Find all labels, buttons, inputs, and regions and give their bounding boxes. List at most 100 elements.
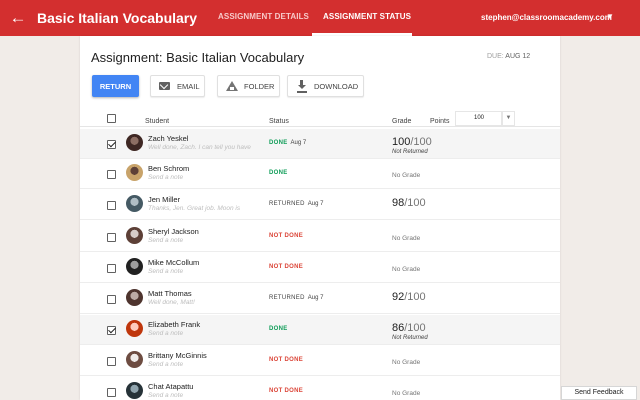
- table-row[interactable]: Elizabeth Frank Send a note DONE 86/100 Not …: [80, 315, 560, 345]
- grade-value[interactable]: No Grade: [392, 172, 421, 179]
- status-badge: DONE: [269, 170, 288, 176]
- status-badge: NOT DONE: [269, 233, 303, 239]
- status-text: NOT DONE: [269, 357, 304, 363]
- return-button[interactable]: RETURN: [92, 75, 139, 97]
- avatar: [126, 351, 143, 368]
- status-badge: DONE: [269, 326, 288, 332]
- email-button-label: EMAIL: [177, 81, 200, 91]
- student-note[interactable]: Send a note: [148, 174, 184, 181]
- avatar: [126, 258, 143, 275]
- table-row[interactable]: Mike McCollum Send a note NOT DONE No Grade: [80, 253, 560, 283]
- status-text: RETURNED: [269, 295, 305, 301]
- student-note[interactable]: Well done, Zach. I can tell you have: [148, 144, 251, 151]
- row-checkbox[interactable]: [107, 140, 116, 149]
- grade-value[interactable]: No Grade: [392, 390, 421, 397]
- student-note[interactable]: Well done, Matt!: [148, 299, 195, 306]
- status-date: Aug 7: [307, 201, 324, 207]
- download-icon: [295, 79, 309, 93]
- row-checkbox[interactable]: [107, 295, 116, 304]
- grade-score: 100: [392, 136, 411, 148]
- row-checkbox[interactable]: [107, 233, 116, 242]
- back-arrow-icon[interactable]: ←: [9, 8, 27, 27]
- table-row[interactable]: Zach Yeskel Well done, Zach. I can tell y…: [80, 129, 560, 159]
- grade-value[interactable]: No Grade: [392, 359, 421, 366]
- grade-value[interactable]: 92/100: [392, 291, 426, 303]
- tab-assignment-details[interactable]: ASSIGNMENT DETAILS: [218, 12, 309, 21]
- table-row[interactable]: Matt Thomas Well done, Matt! RETURNED Aug 7…: [80, 284, 560, 314]
- folder-button-label: FOLDER: [244, 81, 275, 91]
- grade-total: /100: [404, 197, 426, 209]
- email-button[interactable]: EMAIL: [150, 75, 205, 97]
- grade-value[interactable]: 86/100: [392, 322, 426, 334]
- avatar: [126, 164, 143, 181]
- column-header-status: Status: [269, 118, 289, 125]
- student-name[interactable]: Matt Thomas: [148, 289, 192, 298]
- student-name[interactable]: Sheryl Jackson: [148, 227, 199, 236]
- row-checkbox[interactable]: [107, 357, 116, 366]
- grade-score: 92: [392, 291, 405, 303]
- table-row[interactable]: Sheryl Jackson Send a note NOT DONE No Grad…: [80, 222, 560, 252]
- grade-value[interactable]: No Grade: [392, 235, 421, 242]
- grade-total: /100: [404, 322, 426, 334]
- student-name[interactable]: Ben Schrom: [148, 164, 190, 173]
- student-note[interactable]: Send a note: [148, 361, 184, 368]
- tab-assignment-status[interactable]: ASSIGNMENT STATUS: [323, 12, 412, 21]
- student-name[interactable]: Jen Miller: [148, 195, 181, 204]
- avatar: [126, 227, 143, 244]
- avatar: [126, 195, 143, 212]
- status-badge: NOT DONE: [269, 357, 303, 363]
- grade-score: 86: [392, 322, 405, 334]
- grade-total: /100: [404, 291, 426, 303]
- status-badge: DONE Aug 7: [269, 140, 306, 146]
- row-checkbox[interactable]: [107, 326, 116, 335]
- drive-icon: [225, 79, 239, 93]
- download-button-label: DOWNLOAD: [314, 81, 359, 91]
- top-app-bar: ← Basic Italian Vocabulary ASSIGNMENT DE…: [0, 0, 640, 36]
- status-badge: RETURNED Aug 7: [269, 295, 323, 301]
- row-checkbox[interactable]: [107, 201, 116, 210]
- student-note[interactable]: Send a note: [148, 237, 184, 244]
- account-email[interactable]: stephen@classroomacademy.com: [481, 13, 612, 22]
- student-note[interactable]: Thanks, Jen. Great job. Moon is: [148, 205, 241, 212]
- table-row[interactable]: Jen Miller Thanks, Jen. Great job. Moon i…: [80, 190, 560, 220]
- header-divider: [80, 126, 560, 127]
- grade-value[interactable]: 100/100: [392, 136, 432, 148]
- grade-return-status: Not Returned: [392, 149, 428, 155]
- grade-return-status: Not Returned: [392, 335, 428, 341]
- account-dropdown-icon[interactable]: ▼: [606, 12, 614, 21]
- grade-score: 98: [392, 197, 405, 209]
- grade-value[interactable]: 98/100: [392, 197, 426, 209]
- student-name[interactable]: Zach Yeskel: [148, 134, 189, 143]
- status-badge: NOT DONE: [269, 264, 303, 270]
- table-row[interactable]: Brittany McGinnis Send a note NOT DONE No G…: [80, 346, 560, 376]
- points-dropdown-icon[interactable]: ▼: [502, 111, 515, 126]
- select-all-checkbox[interactable]: [107, 114, 116, 123]
- mail-icon: [158, 79, 172, 93]
- student-name[interactable]: Brittany McGinnis: [148, 351, 207, 360]
- grade-value[interactable]: No Grade: [392, 266, 421, 273]
- student-name[interactable]: Chat Atapattu: [148, 382, 194, 391]
- row-checkbox[interactable]: [107, 170, 116, 179]
- table-row[interactable]: Ben Schrom Send a note DONE No Grade: [80, 159, 560, 189]
- download-button[interactable]: DOWNLOAD: [287, 75, 364, 97]
- assignment-title: Assignment: Basic Italian Vocabulary: [91, 50, 305, 65]
- student-name[interactable]: Elizabeth Frank: [148, 320, 201, 329]
- student-note[interactable]: Send a note: [148, 392, 184, 399]
- row-checkbox[interactable]: [107, 264, 116, 273]
- points-input[interactable]: 100: [455, 111, 502, 126]
- student-name[interactable]: Mike McCollum: [148, 258, 200, 267]
- student-note[interactable]: Send a note: [148, 330, 184, 337]
- status-text: DONE: [269, 170, 288, 176]
- table-row[interactable]: Chat Atapattu Send a note NOT DONE No Grade: [80, 377, 560, 400]
- grade-total: /100: [410, 136, 432, 148]
- student-note[interactable]: Send a note: [148, 268, 184, 275]
- status-text: NOT DONE: [269, 388, 304, 394]
- column-header-student: Student: [145, 118, 170, 125]
- folder-button[interactable]: FOLDER: [217, 75, 280, 97]
- avatar: [126, 134, 143, 151]
- status-badge: NOT DONE: [269, 388, 303, 394]
- send-feedback-button[interactable]: Send Feedback: [561, 386, 637, 400]
- due-date-value: AUG 12: [505, 53, 531, 60]
- due-label: DUE:: [487, 53, 504, 60]
- row-checkbox[interactable]: [107, 388, 116, 397]
